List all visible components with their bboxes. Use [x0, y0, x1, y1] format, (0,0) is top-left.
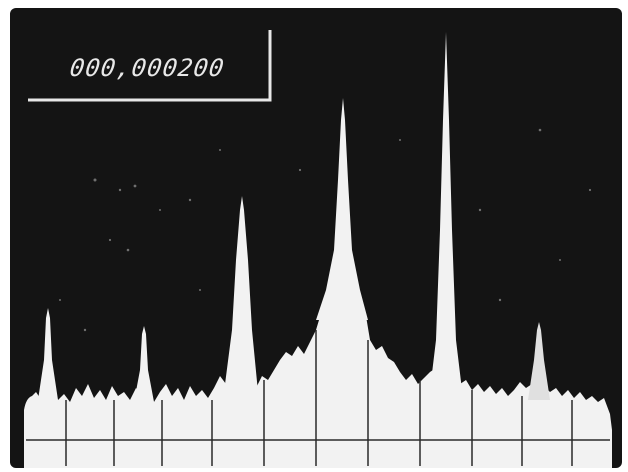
peak-2 [134, 326, 154, 402]
noise-floor [24, 280, 612, 468]
frame-top [0, 0, 628, 8]
peak-3 [224, 196, 258, 392]
peak-5 [430, 32, 462, 390]
frequency-readout: 000,000200 [68, 54, 227, 82]
graticule-lines [26, 330, 610, 466]
noise-speckles [59, 128, 592, 332]
peak-1 [38, 308, 58, 400]
screen-background [10, 8, 622, 468]
readout-frame [28, 30, 272, 102]
peak-4 [316, 98, 368, 320]
frame-left [0, 0, 10, 468]
frame-right [622, 0, 628, 468]
peak-6 [528, 322, 550, 400]
